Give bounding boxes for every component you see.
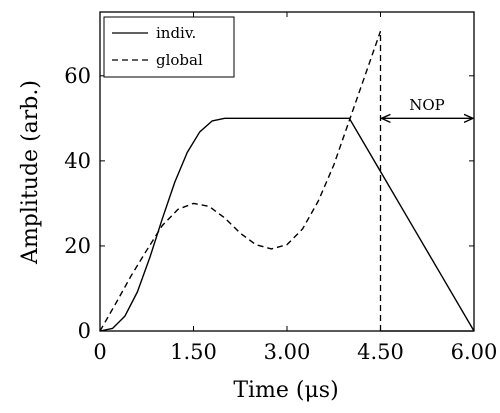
series-line-1	[99, 117, 475, 332]
legend-box	[103, 16, 235, 78]
y-tick-label: 60	[64, 64, 91, 88]
legend-label-series-1: indiv.	[156, 24, 196, 42]
plot-area: 0 1.50 3.00 4.50 6.00 0 20 40 60	[64, 11, 498, 364]
x-axis-label: Time (μs)	[233, 378, 338, 403]
x-tick-label: 4.50	[357, 340, 404, 364]
y-tick-label: 20	[64, 234, 91, 258]
y-tick-label: 40	[64, 149, 91, 173]
y-tick-label: 0	[78, 319, 91, 343]
series-line-2	[99, 30, 382, 332]
x-tick-label: 0	[93, 340, 106, 364]
x-tick-label: 3.00	[264, 340, 311, 364]
legend-label-series-2: global	[156, 51, 203, 69]
x-tick-label: 6.00	[451, 340, 498, 364]
x-tick-label: 1.50	[170, 340, 217, 364]
legend: indiv. global	[103, 16, 235, 78]
y-axis-label: Amplitude (arb.)	[18, 80, 43, 265]
nop-annotation-label: NOP	[409, 96, 445, 114]
